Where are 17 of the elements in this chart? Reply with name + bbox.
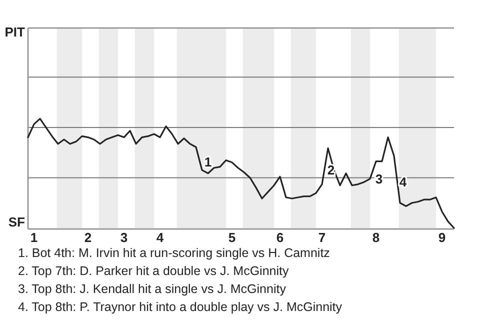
x-tick-label: 4 bbox=[156, 230, 164, 245]
text: 3. Top 8th: J. Kendall hit a single vs J. McGinnity bbox=[18, 282, 287, 296]
x-tick-label: 6 bbox=[276, 230, 284, 245]
x-tick-label: 1 bbox=[30, 230, 38, 245]
annotation: 4 bbox=[399, 174, 408, 190]
x-tick-label: 2 bbox=[84, 230, 92, 245]
text: PIT bbox=[4, 24, 26, 40]
annotation: 1 bbox=[204, 154, 212, 170]
x-tick-label: 8 bbox=[372, 230, 380, 245]
x-tick-label: 3 bbox=[120, 230, 128, 245]
x-tick-label: 9 bbox=[438, 230, 446, 245]
text: 4. Top 8th: P. Traynor hit into a double play vs J. McGinnity bbox=[18, 300, 343, 314]
text: SF bbox=[8, 214, 26, 230]
text: 1. Bot 4th: M. Irvin hit a run-scoring single vs H. Camnitz bbox=[18, 246, 330, 260]
x-tick-label: 7 bbox=[318, 230, 326, 245]
text: 2. Top 7th: D. Parker hit a double vs J. McGinnity bbox=[18, 264, 290, 278]
x-tick-label: 5 bbox=[228, 230, 236, 245]
